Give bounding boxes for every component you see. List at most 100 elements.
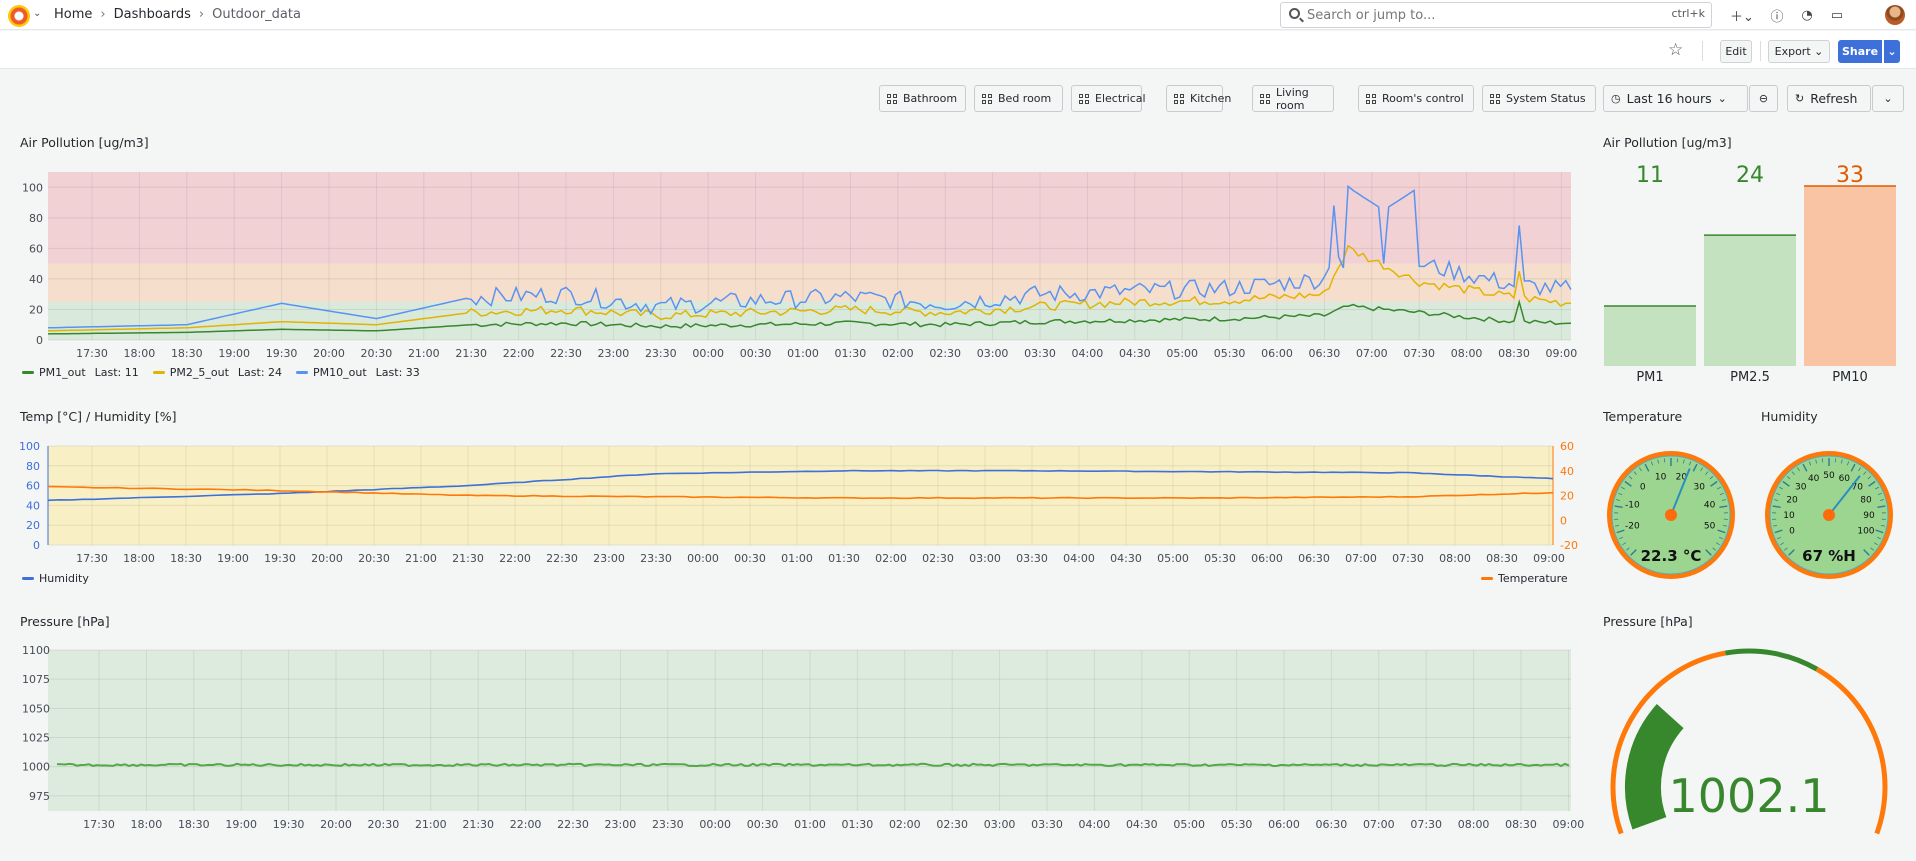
share-menu-button[interactable]: ⌄ <box>1884 40 1900 63</box>
refresh-button[interactable]: ↻ Refresh <box>1787 85 1871 112</box>
air-pollution-legend: PM1_out Last: 11 PM2_5_out Last: 24 PM10_out… <box>22 366 420 379</box>
x-tick-label: 06:00 <box>1261 347 1293 360</box>
y-left-tick-label: 0 <box>33 539 40 552</box>
star-icon[interactable]: ☆ <box>1668 40 1684 60</box>
breadcrumb-dashboards[interactable]: Dashboards <box>113 7 191 22</box>
x-tick-label: 08:30 <box>1486 552 1518 565</box>
y-right-tick-label: 40 <box>1560 465 1574 478</box>
threshold-band-green <box>48 301 1571 340</box>
legend-temperature: Temperature <box>1498 572 1568 585</box>
temperature-gauge-title[interactable]: Temperature <box>1603 409 1683 424</box>
threshold-band-orange <box>48 263 1571 302</box>
dashboard-link-kitchen[interactable]: Kitchen <box>1166 85 1231 112</box>
humidity-gauge-ring <box>1769 455 1889 575</box>
threshold-band-red <box>48 172 1571 264</box>
chevron-right-icon: › <box>198 7 205 22</box>
export-button[interactable]: Export ⌄ <box>1768 40 1830 63</box>
x-tick-label: 06:30 <box>1316 818 1348 831</box>
y-tick-label: 20 <box>29 303 43 316</box>
chevron-down-icon: ⌄ <box>1883 92 1893 105</box>
gauge-tick <box>1719 505 1728 509</box>
clock-icon: ◷ <box>1611 92 1621 105</box>
x-tick-label: 01:00 <box>781 552 813 565</box>
x-tick-label: 23:00 <box>598 347 630 360</box>
legend-pm1_out[interactable]: PM1_out Last: 11 <box>22 366 139 379</box>
grafana-logo-icon[interactable] <box>8 5 30 27</box>
zoom-out-button[interactable]: ⊖ <box>1749 85 1778 112</box>
gauge-tick <box>1614 505 1623 509</box>
search-input[interactable]: Search or jump to... ctrl+k <box>1280 2 1712 28</box>
x-tick-label: 05:00 <box>1157 552 1189 565</box>
dashboard-link-system-status[interactable]: System Status <box>1482 85 1596 112</box>
bar-pm1 <box>1604 306 1696 366</box>
refresh-interval-button[interactable]: ⌄ <box>1872 85 1904 112</box>
humidity-legend[interactable]: Humidity <box>22 572 89 585</box>
pressure-title[interactable]: Pressure [hPa] <box>20 614 110 629</box>
time-range-label: Last 16 hours <box>1626 91 1712 106</box>
gauge-tick-label: 70 <box>1852 483 1864 493</box>
pressure-gauge-title[interactable]: Pressure [hPa] <box>1603 614 1693 629</box>
gauge-tick <box>1877 505 1886 509</box>
gauge-tick <box>1638 467 1642 472</box>
air-pollution-title[interactable]: Air Pollution [ug/m3] <box>20 135 149 150</box>
gauge-tick <box>1705 471 1709 475</box>
temperature-legend[interactable]: Temperature <box>1481 572 1568 585</box>
refresh-label: Refresh <box>1810 91 1858 106</box>
pressure-gauge-value: 1002.1 <box>1669 769 1830 823</box>
temp-humidity-title[interactable]: Temp [°C] / Humidity [%] <box>20 409 177 424</box>
share-button[interactable]: Share <box>1838 40 1882 63</box>
dashboard-link-living-room[interactable]: Living room <box>1252 85 1334 112</box>
x-tick-label: 21:30 <box>462 818 494 831</box>
apps-icon <box>1366 93 1376 104</box>
dashboard-link-electrical[interactable]: Electrical <box>1071 85 1146 112</box>
temperature-gauge-needle <box>1670 468 1691 516</box>
x-tick-label: 20:00 <box>311 552 343 565</box>
chevron-down-icon[interactable]: ⌄ <box>33 8 42 19</box>
humidity-gauge-readout: 67 %H <box>1802 547 1856 565</box>
y-tick-label: 40 <box>29 273 43 286</box>
gauge-tick <box>1644 463 1650 472</box>
x-tick-label: 02:30 <box>936 818 968 831</box>
gauge-tick <box>1717 486 1721 490</box>
help-button[interactable]: ⓘ <box>1762 0 1792 30</box>
pressure-threshold-orange-right <box>1815 667 1888 835</box>
x-tick-label: 06:30 <box>1309 347 1341 360</box>
dashboard-link-bathroom[interactable]: Bathroom <box>879 85 966 112</box>
apps-icon <box>887 93 897 104</box>
x-tick-label: 02:00 <box>875 552 907 565</box>
legend-pm10_out[interactable]: PM10_out Last: 33 <box>296 366 420 379</box>
x-tick-label: 20:30 <box>368 818 400 831</box>
gauge-tick <box>1870 547 1875 551</box>
kiosk-button[interactable]: ▭ <box>1822 0 1852 30</box>
x-tick-label: 03:00 <box>977 347 1009 360</box>
y-right-tick-label: 60 <box>1560 440 1574 453</box>
gauge-tick <box>1776 492 1781 496</box>
breadcrumb-home[interactable]: Home <box>54 7 93 22</box>
y-tick-label: 60 <box>29 242 43 255</box>
refresh-icon: ↻ <box>1795 92 1805 105</box>
dashboard-link-label: Living room <box>1276 85 1309 112</box>
gauge-tick <box>1774 499 1779 501</box>
air-bars-title[interactable]: Air Pollution [ug/m3] <box>1603 135 1732 150</box>
gauge-tick <box>1788 549 1795 556</box>
time-picker[interactable]: ◷ Last 16 hours ⌄ <box>1603 85 1748 112</box>
breadcrumb: Home › Dashboards › Outdoor_data <box>54 7 301 22</box>
avatar[interactable] <box>1885 5 1905 25</box>
news-button[interactable]: ◔ <box>1792 0 1822 30</box>
gauge-tick <box>1802 463 1808 472</box>
humidity-gauge-title[interactable]: Humidity <box>1761 409 1818 424</box>
bar-pm25 <box>1704 235 1796 366</box>
x-tick-label: 17:30 <box>76 347 108 360</box>
bar-category-label: PM10 <box>1832 370 1868 385</box>
gauge-tick-label: -10 <box>1625 501 1640 511</box>
dashboard-link-bed-room[interactable]: Bed room <box>974 85 1063 112</box>
x-tick-label: 22:30 <box>557 818 589 831</box>
edit-button[interactable]: Edit <box>1720 40 1752 63</box>
gauge-tick-label: 10 <box>1783 511 1795 521</box>
series-line-humidity <box>47 469 1554 502</box>
x-tick-label: 18:00 <box>123 552 155 565</box>
legend-pm2_5_out[interactable]: PM2_5_out Last: 24 <box>152 366 282 379</box>
add-menu-button[interactable]: ＋⌄ <box>1722 0 1762 30</box>
dashboard-link-room-s-control[interactable]: Room's control <box>1358 85 1474 112</box>
